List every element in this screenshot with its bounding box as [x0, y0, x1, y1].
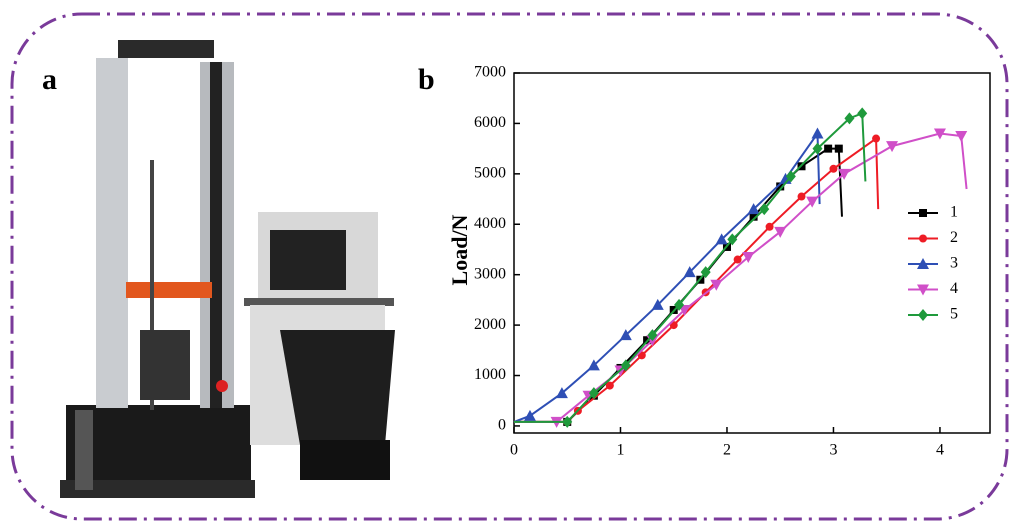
marker — [647, 329, 658, 342]
marker — [605, 381, 614, 390]
marker — [715, 233, 728, 245]
marker — [838, 168, 851, 180]
marker — [562, 415, 573, 428]
series-line — [513, 130, 821, 423]
marker — [872, 134, 881, 143]
series-line — [514, 132, 968, 423]
y-tick-label: 4000 — [474, 215, 506, 232]
marker — [776, 182, 785, 191]
marker — [785, 170, 796, 183]
legend-label: 1 — [950, 204, 958, 221]
marker — [824, 144, 833, 153]
marker — [918, 309, 928, 321]
y-axis-label: Load/N — [447, 214, 472, 285]
x-tick-label: 3 — [829, 442, 837, 459]
machine-photo — [60, 40, 395, 498]
marker — [742, 252, 755, 264]
panel-label: b — [418, 63, 435, 96]
marker — [886, 141, 899, 153]
legend-label: 4 — [950, 280, 958, 297]
marker — [700, 266, 711, 279]
marker — [857, 107, 868, 120]
y-tick-label: 0 — [498, 417, 506, 434]
panel-label: a — [42, 63, 57, 96]
marker — [806, 196, 819, 208]
marker — [844, 112, 855, 125]
plot-frame — [513, 72, 991, 434]
marker — [919, 209, 927, 217]
marker — [811, 127, 824, 139]
y-tick-label: 6000 — [474, 114, 506, 131]
marker — [812, 142, 823, 155]
marker — [919, 234, 927, 243]
legend-label: 5 — [950, 306, 958, 323]
marker — [933, 128, 946, 140]
marker — [620, 359, 631, 372]
marker — [765, 222, 774, 231]
marker — [523, 409, 536, 421]
series-line — [514, 136, 880, 423]
marker — [733, 255, 742, 264]
legend-label: 2 — [950, 229, 958, 246]
marker — [619, 329, 632, 341]
marker — [588, 387, 599, 400]
x-tick-label: 4 — [936, 442, 944, 459]
marker — [834, 144, 843, 153]
marker — [587, 359, 600, 371]
marker — [749, 212, 758, 221]
marker — [774, 226, 787, 238]
y-tick-label: 2000 — [474, 316, 506, 333]
marker — [727, 233, 738, 246]
series-line — [514, 111, 867, 423]
marker — [651, 298, 664, 310]
marker — [955, 131, 968, 143]
y-tick-label: 3000 — [474, 265, 506, 282]
y-tick-label: 1000 — [474, 366, 506, 383]
marker — [797, 192, 806, 201]
y-tick-label: 7000 — [474, 64, 506, 81]
marker — [917, 258, 929, 269]
marker — [779, 172, 792, 184]
border — [10, 12, 1009, 521]
marker — [747, 203, 760, 215]
marker — [555, 387, 568, 399]
x-tick-label: 1 — [616, 442, 624, 459]
x-tick-label: 0 — [510, 442, 518, 459]
marker — [917, 284, 929, 296]
marker — [674, 298, 685, 311]
marker — [759, 203, 770, 216]
x-tick-label: 2 — [723, 442, 731, 459]
y-tick-label: 5000 — [474, 165, 506, 182]
marker — [683, 266, 696, 278]
marker — [829, 164, 838, 173]
marker — [710, 279, 723, 291]
legend-label: 3 — [950, 255, 958, 272]
